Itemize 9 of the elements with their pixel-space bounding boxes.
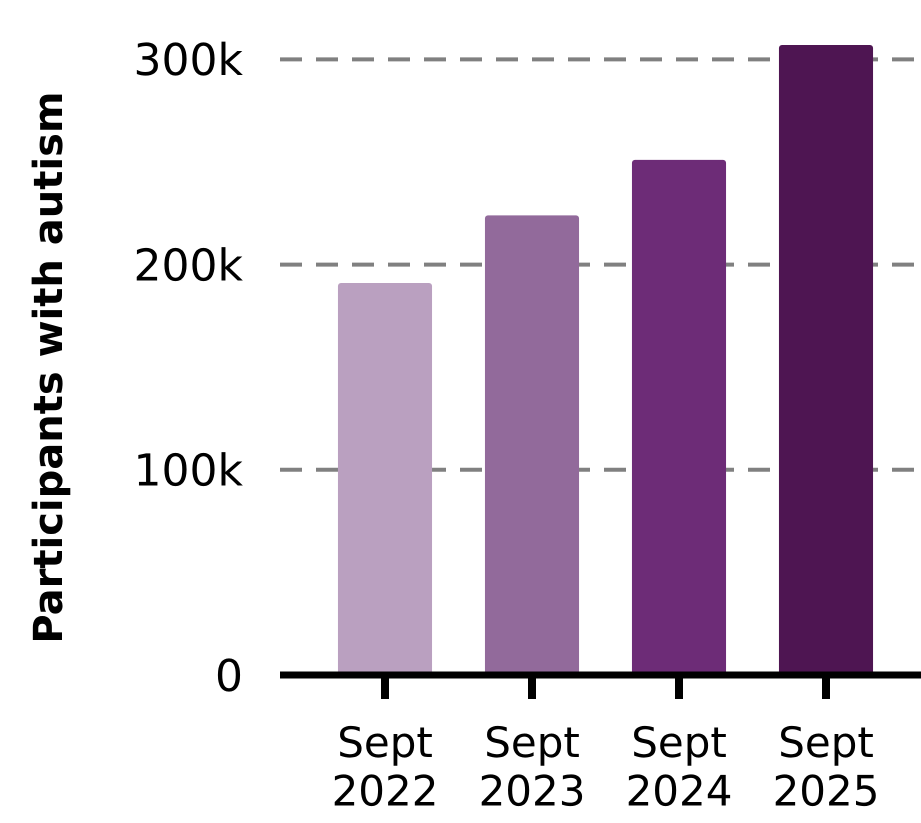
y-tick-label: 0 xyxy=(215,650,243,702)
y-tick-label: 300k xyxy=(134,35,244,86)
x-tick-label: Sept 2022 xyxy=(332,718,438,816)
x-tick-label: Sept 2024 xyxy=(626,718,732,816)
y-tick-label: 200k xyxy=(134,240,244,292)
y-axis-title: Participants with autism xyxy=(26,91,72,644)
x-tick-label: Sept 2023 xyxy=(478,718,586,816)
x-tick-label: Sept 2025 xyxy=(772,718,880,816)
y-tick-label: 100k xyxy=(134,446,244,497)
